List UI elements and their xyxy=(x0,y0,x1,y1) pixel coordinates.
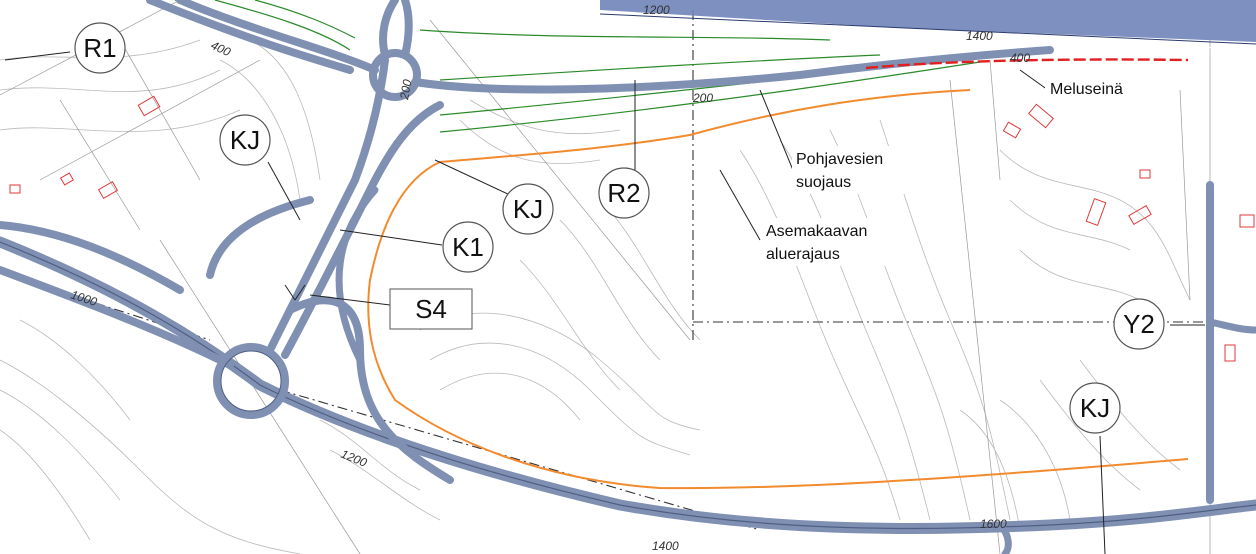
highway-top xyxy=(599,0,1256,51)
groundwater-label-line1: Pohjavesien xyxy=(796,151,883,168)
zone-code-kj-c: KJ xyxy=(1080,393,1110,423)
plan-area-boundary xyxy=(367,89,1189,490)
zone-code-s4: S4 xyxy=(415,294,447,324)
chainage-1200-top: 1200 xyxy=(643,3,670,17)
noise-barrier-label: Meluseinä xyxy=(1050,81,1123,98)
plan-boundary-label-line2: aluerajaus xyxy=(766,246,840,263)
zone-label-kj-c: KJ xyxy=(1069,382,1121,434)
groundwater-label-line2: suojaus xyxy=(796,174,851,191)
zone-code-kj-b: KJ xyxy=(513,194,543,224)
zone-code-y2: Y2 xyxy=(1123,309,1155,339)
zone-code-r2: R2 xyxy=(607,178,640,208)
annotation-plan-boundary: Asemakaavan aluerajaus xyxy=(762,218,910,266)
zone-label-kj-a: KJ xyxy=(219,114,271,166)
leader-lines xyxy=(4,51,1205,554)
chainage-1600: 1600 xyxy=(980,517,1007,531)
chainage-1400-top: 1400 xyxy=(966,29,993,43)
chainage-400-a: 400 xyxy=(209,38,233,59)
zone-label-s4: S4 xyxy=(389,288,473,330)
buildings xyxy=(9,95,1255,362)
chainage-1400-bottom: 1400 xyxy=(652,539,679,553)
zone-label-k1: K1 xyxy=(442,221,494,273)
zone-label-y2: Y2 xyxy=(1113,298,1165,350)
zone-label-kj-b: KJ xyxy=(502,183,554,235)
noise-barrier xyxy=(865,58,1189,70)
plan-boundary-label-line1: Asemakaavan xyxy=(766,223,867,240)
chainage-200-b: 200 xyxy=(692,91,713,105)
terrain-contours xyxy=(0,39,1191,554)
chainage-200-a: 200 xyxy=(397,78,414,101)
annotation-groundwater: Pohjavesien suojaus xyxy=(792,146,922,194)
zone-code-kj-a: KJ xyxy=(230,125,260,155)
zone-code-k1: K1 xyxy=(452,232,484,262)
zone-label-r1: R1 xyxy=(74,22,126,74)
annotation-noise-barrier: Meluseinä xyxy=(1045,76,1165,100)
chainage-400-b: 400 xyxy=(1010,51,1030,65)
zone-code-r1: R1 xyxy=(83,33,116,63)
zone-label-r2: R2 xyxy=(598,167,650,219)
